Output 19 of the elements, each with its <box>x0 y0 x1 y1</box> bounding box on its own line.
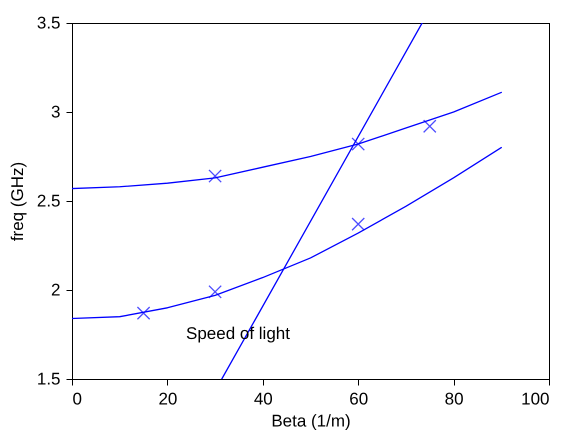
x-tick-label: 0 <box>72 390 82 408</box>
x-tick-label: 100 <box>521 390 550 408</box>
x-tick-label: 40 <box>254 390 273 408</box>
x-tick-label: 20 <box>158 390 178 408</box>
point <box>208 285 222 299</box>
y-tick-label: 2 <box>51 280 60 300</box>
x-axis-title: Beta (1/m) <box>271 412 351 430</box>
y-axis-title: freq (GHz) <box>8 162 27 242</box>
y-tick-label: 3 <box>51 102 60 122</box>
point <box>351 217 365 231</box>
x-tick-label: 60 <box>349 390 368 408</box>
point <box>351 137 365 151</box>
point <box>422 119 437 134</box>
point <box>208 169 222 183</box>
y-tick-label: 3.5 <box>36 14 60 32</box>
x-tick-label: 80 <box>444 390 464 408</box>
y-tick-label: 1.5 <box>36 370 60 388</box>
y-tick-label: 2.5 <box>36 192 60 210</box>
point <box>136 306 150 320</box>
